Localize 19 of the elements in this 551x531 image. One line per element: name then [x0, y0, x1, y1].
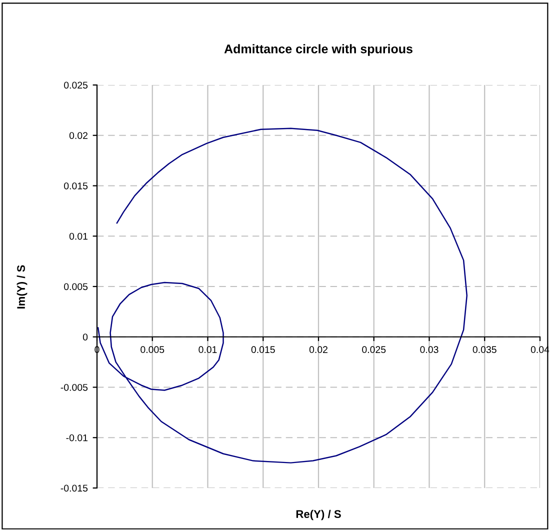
- y-tick-label: 0.015: [64, 182, 88, 190]
- y-tick-label: 0.025: [64, 82, 88, 89]
- x-tick-label: 0.035: [472, 346, 496, 354]
- y-tick-label: 0: [82, 334, 88, 340]
- y-tick-label: 0.02: [69, 132, 88, 139]
- y-tick-label: 0.01: [69, 232, 88, 240]
- y-tick-label: 0.005: [64, 283, 88, 290]
- x-axis-title: Re(Y) / S: [296, 510, 341, 520]
- x-tick-label: 0.02: [309, 346, 328, 354]
- y-tick-label: -0.015: [60, 484, 88, 492]
- x-tick-label: 0.005: [140, 346, 164, 354]
- y-tick-label: -0.01: [66, 434, 88, 442]
- x-tick-label: 0.015: [251, 346, 275, 354]
- x-tick-label: 0.025: [362, 346, 386, 354]
- y-tick-label: -0.005: [60, 384, 88, 391]
- chart-title: Admittance circle with spurious: [224, 44, 412, 56]
- x-tick-label: 0.03: [420, 346, 438, 354]
- y-axis-title: Im(Y) / S: [16, 265, 28, 308]
- x-tick-label: 0.01: [198, 346, 217, 354]
